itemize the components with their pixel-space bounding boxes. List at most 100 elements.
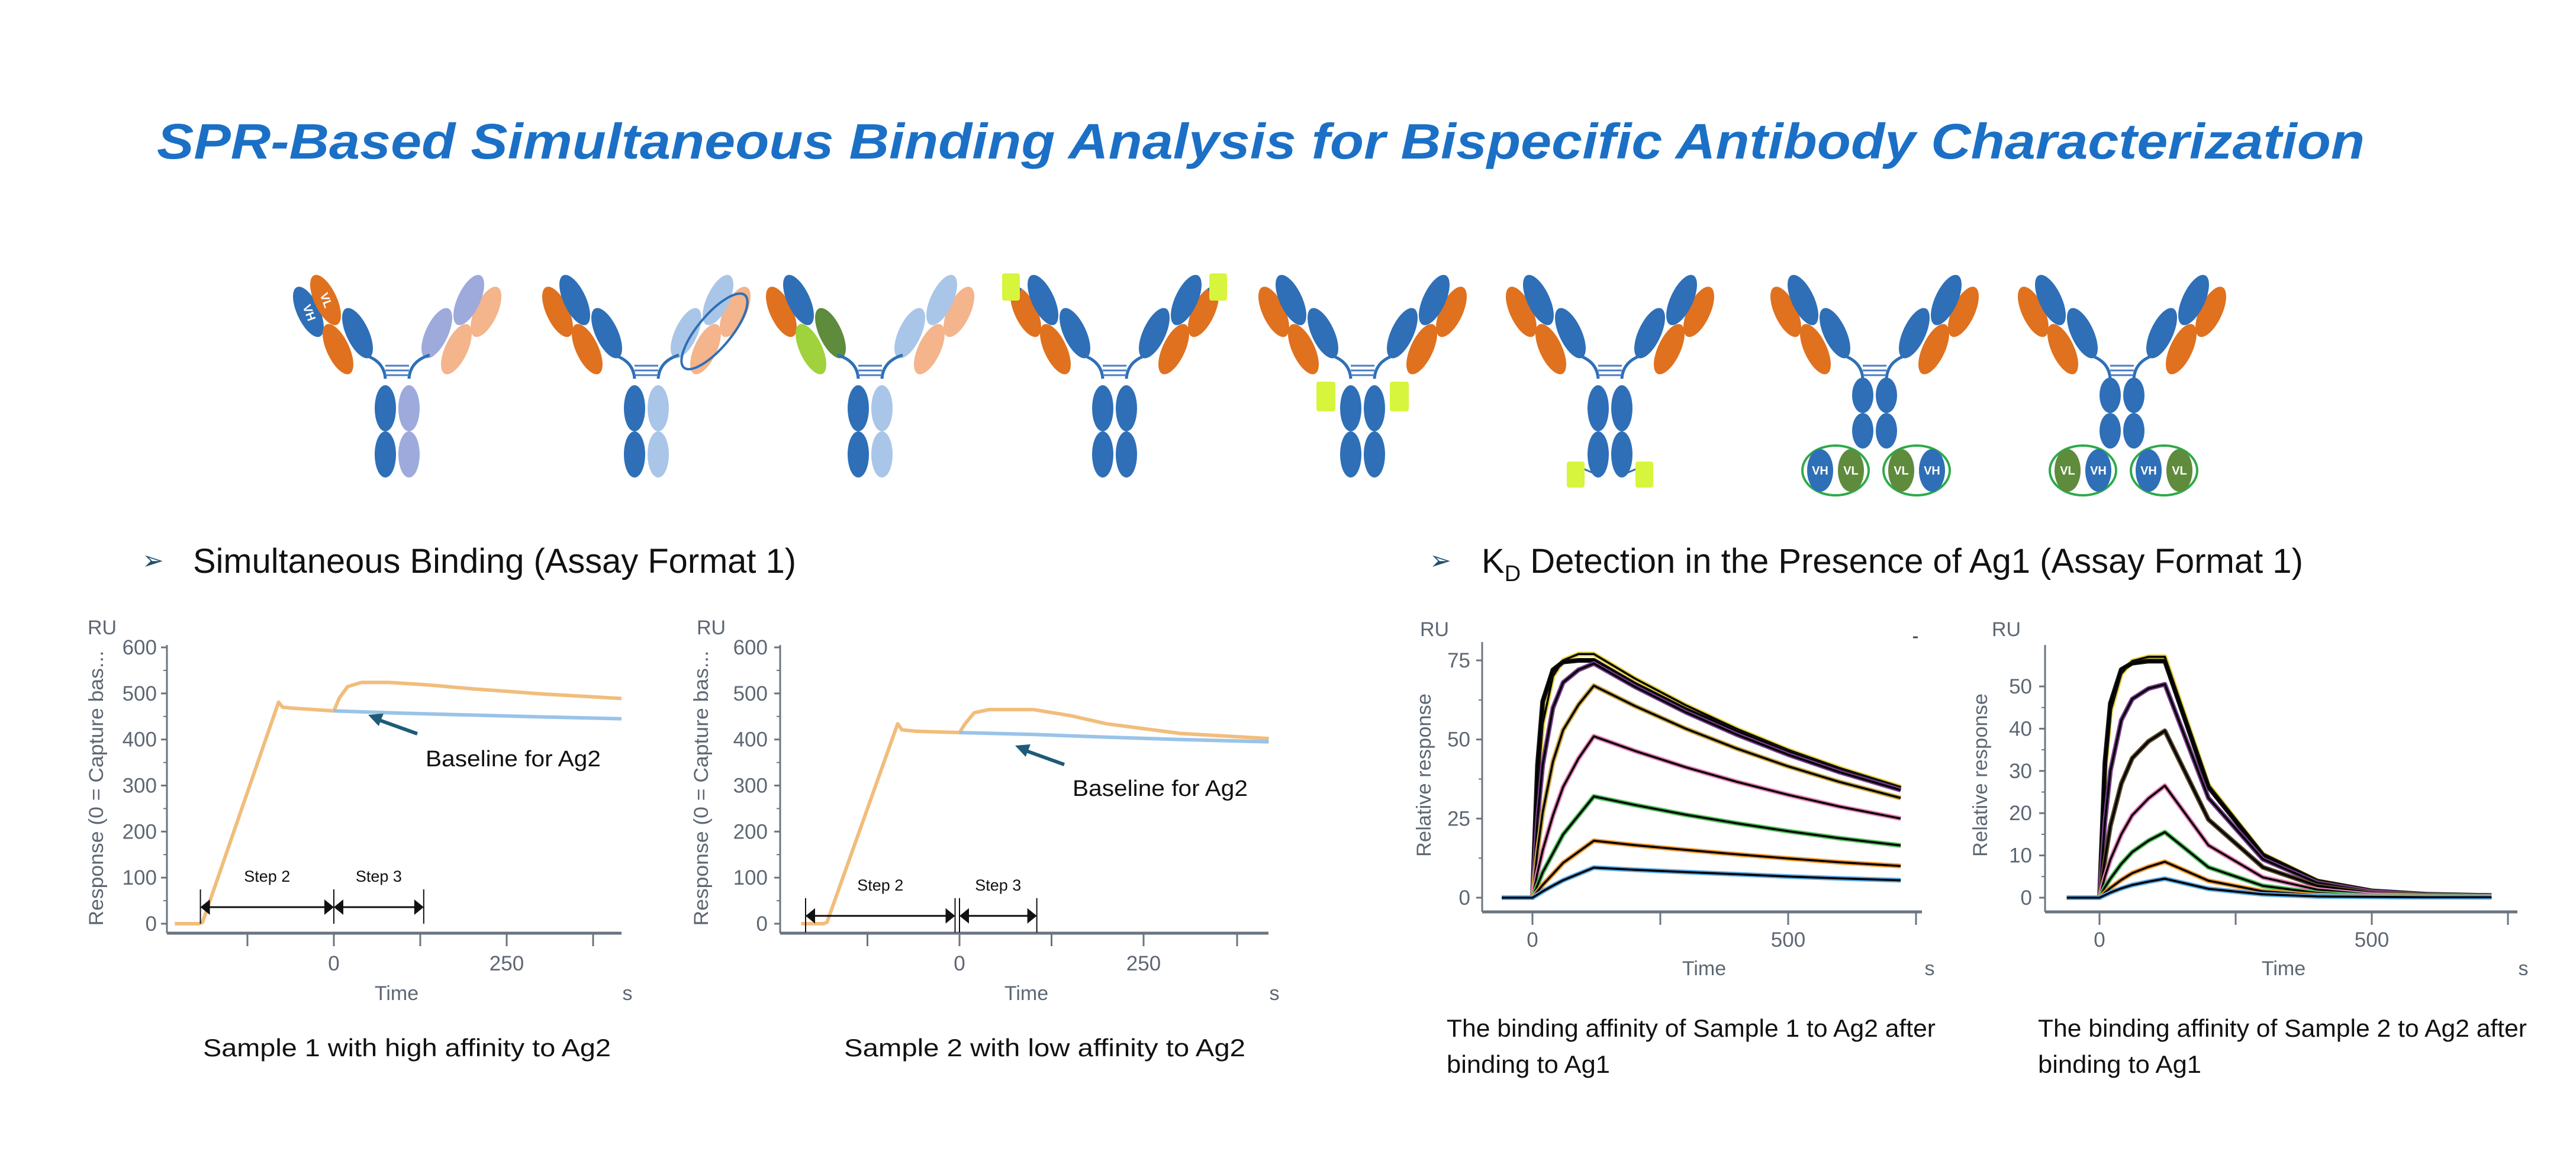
step-2-marker: Step 2 (199, 867, 334, 924)
step-3-marker: Step 3 (333, 867, 424, 924)
x-tick-label: 0 (954, 952, 965, 975)
fc-domain (2100, 378, 2121, 413)
hinge-line (407, 353, 430, 379)
hinge-line (656, 353, 680, 379)
constant-domain-inner (591, 308, 622, 359)
y-tick-label: 300 (123, 775, 157, 798)
fit-line-8 (2066, 878, 2492, 899)
series-line-2 (959, 731, 1269, 744)
vh-label: VH (1812, 465, 1828, 478)
x-axis-title: Time (2262, 957, 2305, 980)
y-tick-label: 500 (123, 682, 157, 705)
antibody-format-3-icon (766, 275, 974, 478)
variable-domain-outer (1436, 286, 1467, 337)
hinge-line (880, 353, 903, 379)
section-heading-simultaneous-binding: ➢ Simultaneous Binding (Assay Format 1) (142, 542, 796, 580)
x-axis-unit: s (1270, 982, 1280, 1005)
y-tick-label: 400 (123, 728, 157, 752)
vl-label: VL (2060, 465, 2075, 478)
variable-domain-inner (1931, 275, 1962, 325)
constant-domain-outer (572, 324, 603, 375)
y-axis-title: Response (0 = Capture bas... (690, 651, 713, 926)
y-tick-label: 10 (2009, 844, 2032, 867)
scfv-linker-loop (1882, 444, 1951, 496)
variable-domain-outer (2195, 286, 2226, 337)
fc-domain (848, 431, 869, 478)
step-3-marker: Step 3 (959, 876, 1038, 933)
x-axis-title: Time (1004, 982, 1048, 1005)
fc-domain (2100, 413, 2121, 449)
arrow-bullet-icon: ➢ (1429, 546, 1451, 576)
constant-domain-inner (1555, 308, 1586, 359)
chart-caption-line: The binding affinity of Sample 2 to Ag2 … (2038, 1014, 2527, 1042)
x-tick-label: 500 (1771, 928, 1805, 952)
kd-detection-chart-sample-1: 0 25 50 75 0 500 RU Relative response Time s The b… (1413, 618, 1936, 1078)
constant-domain-inner (671, 308, 701, 359)
chart-caption-line: The binding affinity of Sample 1 to Ag2 … (1447, 1014, 1936, 1042)
fc-domain (1364, 385, 1385, 431)
constant-domain-inner (815, 308, 846, 359)
vl-label: VL (2172, 465, 2187, 478)
linker-loop (680, 292, 749, 370)
fc-domain (398, 385, 420, 431)
y-tick-label: 200 (733, 820, 768, 843)
constant-domain-inner (1899, 308, 1930, 359)
variable-domain-inner (1028, 275, 1058, 325)
fit-line-4 (1502, 685, 1901, 899)
step-label: Step 2 (857, 876, 903, 894)
constant-domain-inner (894, 308, 925, 359)
tag-domain (1635, 462, 1653, 488)
constant-domain-outer (1040, 324, 1071, 375)
step-label: Step 3 (356, 867, 402, 885)
heading-subscript-d: D (1505, 562, 1521, 586)
arrowhead-icon (1015, 744, 1031, 757)
variable-domain-outer (1506, 286, 1537, 337)
constant-domain-outer (323, 324, 353, 375)
x-tick-label: 250 (1126, 952, 1161, 975)
x-tick-label: 0 (2094, 928, 2105, 952)
hinge-line (2089, 353, 2112, 379)
constant-domain-outer (1288, 324, 1319, 375)
fc-domain (1611, 431, 1632, 478)
fc-domain (624, 431, 645, 478)
hinge-line (2132, 353, 2155, 379)
hinge-line (1329, 353, 1353, 379)
y-tick-label: 50 (1447, 728, 1470, 752)
variable-domain-inner (453, 275, 484, 325)
hinge-line (1577, 353, 1600, 379)
constant-domain-outer (2047, 324, 2078, 375)
y-axis-title: Response (0 = Capture bas... (85, 651, 108, 926)
antibody-format-2-icon (542, 275, 751, 478)
arrowhead-left-icon (806, 908, 816, 924)
y-tick-label: 50 (2009, 675, 2032, 698)
antibody-format-8-icon: VL VH VH VL (2018, 275, 2226, 496)
y-axis-title: Relative response (1969, 694, 1992, 857)
series-line-1 (801, 708, 1269, 925)
arrowhead-left-icon (959, 908, 969, 924)
arrow-bullet-icon: ➢ (142, 546, 164, 576)
chart-caption-line: binding to Ag1 (1447, 1050, 1610, 1078)
constant-domain-outer (1654, 324, 1685, 375)
slide-title: SPR-Based Simultaneous Binding Analysis … (157, 114, 2365, 169)
y-tick-label: 600 (733, 636, 768, 659)
x-axis-unit: s (623, 982, 633, 1005)
constant-domain-inner (1139, 308, 1170, 359)
y-tick-label: 300 (733, 775, 768, 798)
y-tick-label: 20 (2009, 802, 2032, 825)
variable-domain-inner (1419, 275, 1450, 325)
fc-domain (1588, 385, 1609, 431)
tag-domain (1209, 273, 1227, 301)
tag-domain (1390, 382, 1409, 411)
constant-domain-inner (1308, 308, 1338, 359)
constant-domain-outer (1918, 324, 1949, 375)
fit-line-5 (2066, 785, 2492, 899)
fc-domain (1116, 385, 1137, 431)
constant-domain-inner (342, 308, 373, 359)
fc-domain (2123, 378, 2144, 413)
series-line-1 (175, 681, 622, 925)
fc-domain (648, 431, 669, 478)
y-tick-label: 0 (2021, 886, 2032, 910)
variable-domain-outer (1770, 286, 1801, 337)
